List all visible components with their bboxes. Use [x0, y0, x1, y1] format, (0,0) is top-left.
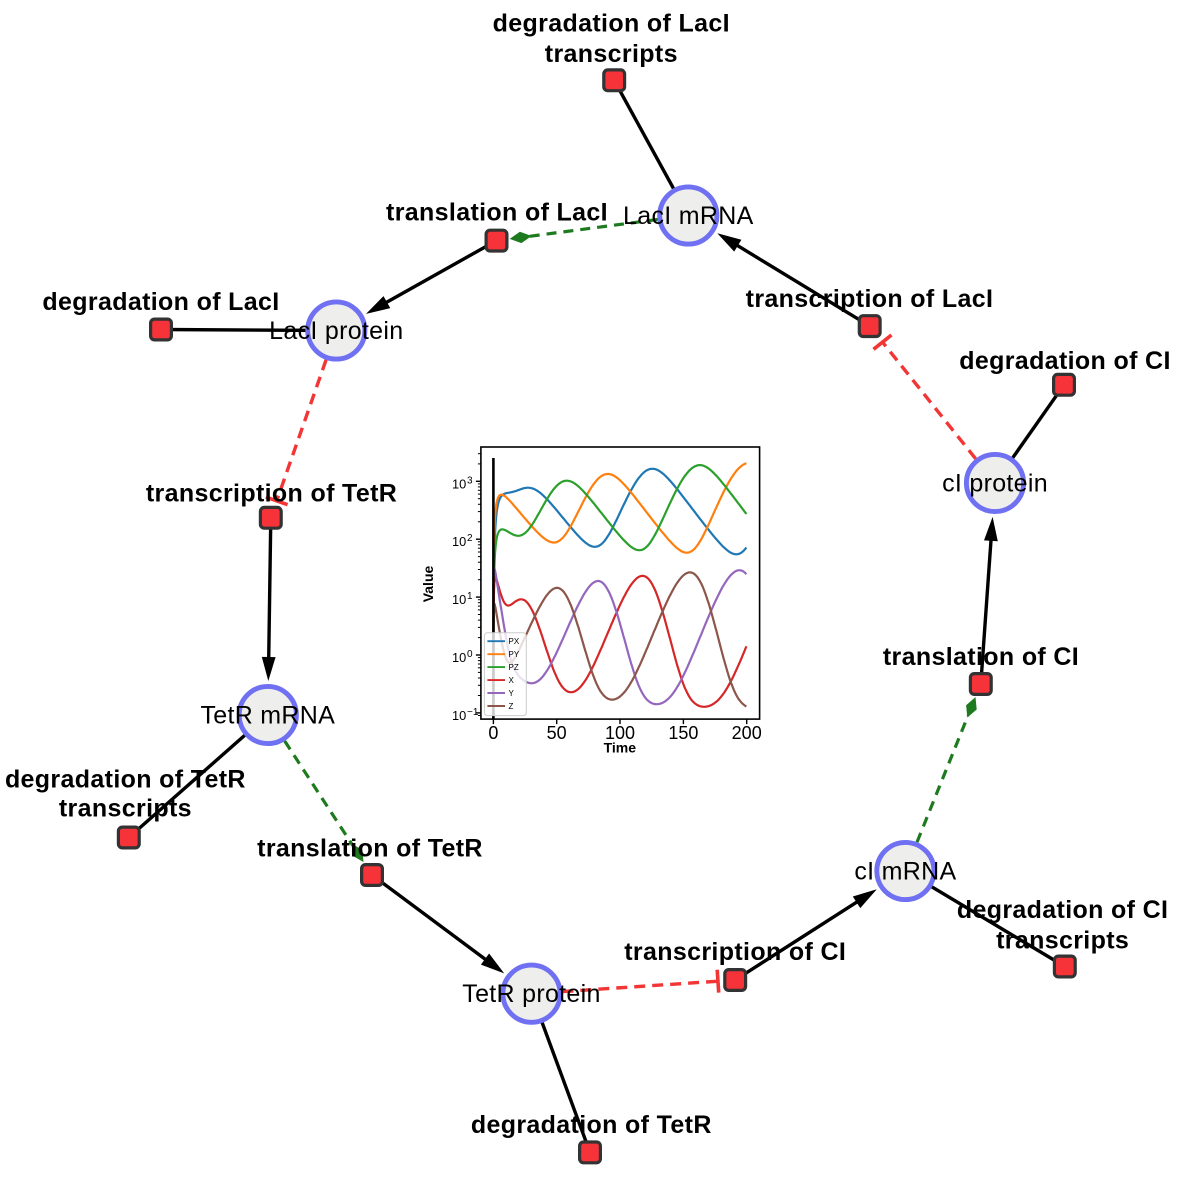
svg-text:translation of TetR: translation of TetR: [257, 835, 483, 863]
svg-text:Y: Y: [509, 689, 515, 698]
svg-text:100: 100: [605, 723, 635, 743]
svg-text:150: 150: [668, 723, 698, 743]
svg-text:−1: −1: [467, 707, 479, 718]
svg-text:10: 10: [452, 650, 466, 665]
svg-text:degradation of CI: degradation of CI: [959, 347, 1171, 375]
svg-text:TetR protein: TetR protein: [462, 980, 600, 1008]
svg-text:X: X: [509, 676, 515, 685]
svg-text:translation of LacI: translation of LacI: [386, 199, 608, 227]
svg-text:transcription of CI: transcription of CI: [624, 938, 846, 966]
svg-text:PZ: PZ: [509, 663, 519, 672]
svg-text:0: 0: [467, 649, 473, 660]
svg-text:TetR mRNA: TetR mRNA: [200, 702, 335, 730]
svg-text:PY: PY: [509, 650, 520, 659]
svg-text:cI protein: cI protein: [942, 470, 1048, 498]
svg-text:0: 0: [488, 723, 498, 743]
svg-text:10: 10: [452, 476, 466, 491]
svg-text:transcription of LacI: transcription of LacI: [746, 285, 994, 313]
svg-text:degradation of TetR: degradation of TetR: [471, 1111, 712, 1139]
svg-text:1: 1: [467, 591, 473, 602]
svg-text:degradation of LacI: degradation of LacI: [42, 288, 279, 316]
svg-text:Time: Time: [604, 739, 637, 755]
svg-text:transcripts: transcripts: [59, 795, 192, 823]
svg-text:Value: Value: [420, 566, 436, 603]
svg-text:degradation of CI: degradation of CI: [957, 896, 1169, 924]
svg-text:2: 2: [467, 533, 473, 544]
svg-text:transcripts: transcripts: [545, 40, 678, 68]
svg-text:cI mRNA: cI mRNA: [854, 858, 956, 886]
svg-text:3: 3: [467, 475, 473, 486]
svg-text:Z: Z: [509, 702, 514, 711]
svg-text:50: 50: [547, 723, 567, 743]
svg-text:degradation of TetR: degradation of TetR: [5, 766, 246, 794]
svg-text:transcripts: transcripts: [996, 927, 1129, 955]
svg-text:transcription of TetR: transcription of TetR: [146, 480, 397, 508]
svg-text:LacI protein: LacI protein: [269, 317, 403, 345]
svg-text:10: 10: [452, 708, 466, 723]
svg-text:LacI mRNA: LacI mRNA: [623, 202, 754, 230]
svg-text:degradation of LacI: degradation of LacI: [493, 10, 730, 38]
svg-text:10: 10: [452, 592, 466, 607]
svg-text:translation of CI: translation of CI: [883, 643, 1079, 671]
svg-text:10: 10: [452, 534, 466, 549]
svg-text:200: 200: [732, 723, 762, 743]
svg-text:PX: PX: [509, 637, 520, 646]
